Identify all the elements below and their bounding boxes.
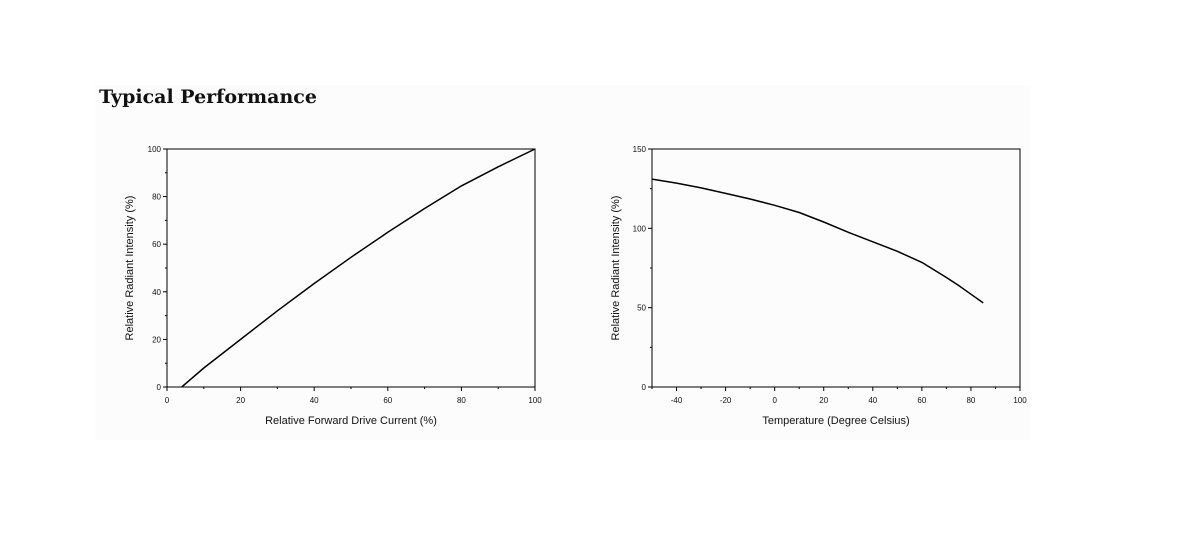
- y-tick-label: 0: [157, 383, 162, 392]
- y-tick-label: 50: [637, 304, 646, 313]
- y-tick-label: 80: [152, 193, 161, 202]
- x-axis-label: Relative Forward Drive Current (%): [265, 415, 437, 427]
- x-tick-label: -20: [720, 396, 732, 405]
- y-tick-label: 60: [152, 240, 161, 249]
- plot-frame: [166, 148, 536, 388]
- x-tick-label: 40: [310, 396, 319, 405]
- page-title: Typical Performance: [99, 86, 317, 108]
- x-tick-label: 40: [868, 396, 877, 405]
- x-tick-label: 100: [528, 396, 542, 405]
- y-tick-label: 20: [152, 335, 161, 344]
- x-tick-label: 20: [819, 396, 828, 405]
- y-axis-label: Relative Radiant Intensity (%): [610, 196, 622, 341]
- y-tick-label: 100: [633, 224, 647, 233]
- figure-background: [95, 85, 1031, 440]
- x-tick-label: 100: [1013, 396, 1027, 405]
- series-line-1: [181, 148, 536, 388]
- x-tick-label: 60: [917, 396, 926, 405]
- x-tick-label: 0: [772, 396, 777, 405]
- x-tick-label: 60: [383, 396, 392, 405]
- chart-2: -40 -20 0 20 40 60 80 100 0 50 100 150 Temperature (…: [610, 145, 1027, 427]
- x-tick-label: 80: [966, 396, 975, 405]
- y-tick-label: 0: [642, 383, 647, 392]
- x-axis-label: Temperature (Degree Celsius): [762, 415, 909, 427]
- y-axis-label: Relative Radiant Intensity (%): [124, 196, 136, 341]
- series-line-1: [651, 178, 984, 304]
- y-tick-label: 40: [152, 288, 161, 297]
- x-tick-label: 80: [457, 396, 466, 405]
- plot-frame: [651, 148, 1021, 388]
- x-tick-label: 0: [165, 396, 170, 405]
- x-tick-label: 20: [236, 396, 245, 405]
- y-tick-label: 150: [633, 145, 647, 154]
- chart-1: 0 20 40 60 80 100 0 20 40 60 80 100 Relative Forward…: [124, 145, 542, 427]
- x-tick-label: -40: [671, 396, 683, 405]
- y-tick-label: 100: [148, 145, 162, 154]
